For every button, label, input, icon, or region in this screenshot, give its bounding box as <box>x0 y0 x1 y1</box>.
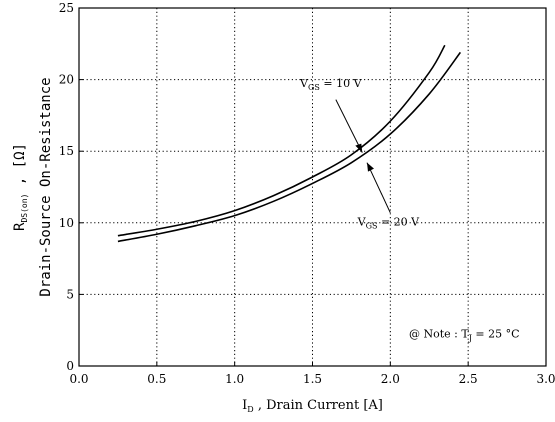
series-layer <box>117 44 462 243</box>
x-tick-label: 3.0 <box>536 372 555 386</box>
x-axis-title-sub: D <box>247 405 253 414</box>
series-label-vgs-10v-main: V <box>299 77 309 90</box>
series-label-vgs-20v: VGS = 20 V <box>357 216 421 231</box>
y-axis-title-primary-rest: , [Ω] <box>12 143 28 194</box>
x-tick-label: 0.0 <box>69 372 88 386</box>
annotation-arrow-vgs-10v <box>335 99 363 153</box>
x-axis-title-rest: , Drain Current [A] <box>254 398 383 413</box>
x-tick-label: 2.5 <box>459 372 478 386</box>
note-annotation-rest: = 25 °C <box>472 327 520 340</box>
y-tick-label: 0 <box>66 359 74 373</box>
y-axis-title-primary: RDS(on) , [Ω] <box>12 143 29 231</box>
x-tick-label: 2.0 <box>381 372 400 386</box>
x-tick-label: 1.5 <box>303 372 322 386</box>
y-axis-title-secondary: Drain-Source On-Resistance <box>38 77 54 296</box>
series-label-vgs-20v-main: V <box>357 216 367 229</box>
series-label-vgs-10v-sub: GS <box>308 83 320 92</box>
series-label-vgs-10v: VGS = 10 V <box>299 77 363 92</box>
annotation-arrowhead-vgs-20v <box>366 162 374 172</box>
x-axis-title: ID , Drain Current [A] <box>242 398 383 414</box>
series-line-vgs-10v <box>117 44 446 237</box>
series-label-vgs-20v-sub: GS <box>366 222 378 231</box>
annotation-arrow-vgs-20v <box>366 162 391 213</box>
x-tick-label: 1.0 <box>225 372 244 386</box>
series-line-vgs-20v <box>117 51 462 243</box>
tick-layer: 0.0 0.5 1.0 1.5 2.0 2.5 3.0 0 5 10 15 20 25 <box>59 1 555 386</box>
y-axis-title-primary-main: R <box>12 222 28 231</box>
x-axis-title-main: I <box>242 398 247 413</box>
x-tick-label: 0.5 <box>147 372 166 386</box>
annotation-arrowhead-vgs-10v <box>355 143 363 153</box>
series-label-vgs-10v-rest: = 10 V <box>320 77 363 90</box>
y-tick-label: 10 <box>59 216 74 230</box>
y-axis-title-group: RDS(on) , [Ω] <box>12 143 29 231</box>
y-tick-label: 20 <box>59 73 74 87</box>
grid-layer <box>79 8 546 366</box>
note-annotation: @ Note : TJ = 25 °C <box>409 327 520 342</box>
note-annotation-main: @ Note : T <box>409 327 469 340</box>
y-tick-label: 25 <box>59 1 74 15</box>
y-tick-label: 15 <box>59 144 74 158</box>
note-annotation-sub: J <box>468 333 472 342</box>
y-tick-label: 5 <box>66 287 74 301</box>
y-axis-title-primary-sub: DS(on) <box>20 194 29 223</box>
series-label-vgs-20v-rest: = 20 V <box>377 216 420 229</box>
